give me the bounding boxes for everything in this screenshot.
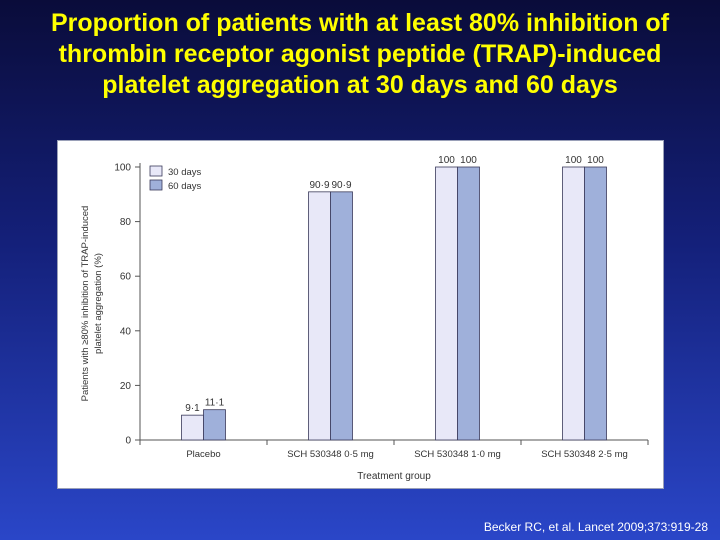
bar [457, 166, 480, 441]
x-axis-label: Treatment group [357, 471, 431, 482]
legend-swatch [149, 179, 163, 191]
bar [181, 414, 204, 441]
title-line-1: Proportion of patients with at least 80%… [50, 9, 670, 37]
y-tick-label: 40 [120, 326, 132, 337]
title-line-2: thrombin receptor agonist peptide (TRAP)… [58, 40, 662, 68]
legend-label: 30 days [168, 167, 202, 178]
data-label: 90·9 [309, 180, 329, 191]
bar-chart: 0 20 40 60 80 100 Patients with ≥80% inhibitio… [80, 155, 649, 482]
data-label: 90·9 [331, 180, 351, 191]
citation: Becker RC, et al. Lancet 2009;373:919-28 [483, 520, 708, 534]
legend-swatch [149, 165, 163, 177]
title-line-3: platelet aggregation at 30 days and 60 d… [102, 71, 618, 99]
y-tick-label: 100 [114, 163, 131, 174]
data-label: 11·1 [205, 398, 225, 409]
data-label: 100 [460, 155, 477, 166]
bar [562, 166, 585, 441]
y-axis-label-line: Patients with ≥80% inhibition of TRAP-in… [80, 206, 91, 402]
y-axis-label-line: platelet aggregation (%) [93, 253, 104, 354]
data-label: 9·1 [185, 403, 200, 414]
bar [584, 166, 607, 441]
data-label: 100 [587, 155, 604, 166]
x-tick-label: SCH 530348 1·0 mg [414, 449, 501, 460]
slide-title: Proportion of patients with at least 80%… [0, 8, 720, 101]
y-tick-label: 60 [120, 272, 132, 283]
data-label: 100 [438, 155, 455, 166]
legend-label: 60 days [168, 181, 202, 192]
bar [308, 191, 331, 441]
y-tick-label: 20 [120, 381, 132, 392]
data-label: 100 [565, 155, 582, 166]
bar [330, 191, 353, 441]
x-tick-label: SCH 530348 2·5 mg [541, 449, 628, 460]
bar [435, 166, 458, 441]
bar [203, 409, 226, 441]
y-tick-label: 80 [120, 217, 132, 228]
chart-panel: 0 20 40 60 80 100 Patients with ≥80% inhibitio… [57, 140, 664, 489]
x-tick-label: Placebo [186, 449, 220, 460]
y-tick-label: 0 [125, 436, 131, 447]
x-tick-label: SCH 530348 0·5 mg [287, 449, 374, 460]
